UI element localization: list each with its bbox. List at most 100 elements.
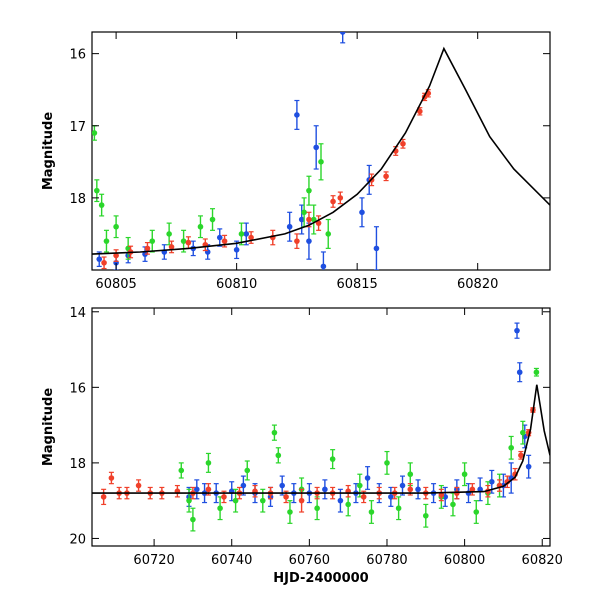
top-data-point: [306, 238, 312, 244]
top-panel: Magnitude 60805 60810 60815 60820 16 17 18: [41, 31, 551, 292]
top-plot-area: [92, 32, 550, 270]
bottom-xtick-label: 60780: [366, 553, 407, 568]
bottom-model-curve: [92, 384, 550, 494]
bottom-data-point: [283, 494, 289, 500]
top-data-point: [383, 173, 389, 180]
top-data-point: [313, 144, 319, 151]
top-xtick-label: 60810: [216, 277, 257, 292]
bottom-data-point: [217, 505, 223, 512]
bottom-data-point: [345, 501, 351, 508]
bottom-xtick-label: 60800: [444, 553, 485, 568]
top-data-point: [238, 231, 245, 237]
top-data-point: [185, 239, 192, 246]
bottom-data-point: [395, 505, 402, 512]
bottom-data-point: [108, 475, 115, 481]
top-data-point: [320, 263, 327, 270]
bottom-data-point: [205, 486, 212, 493]
top-data-point: [294, 112, 300, 118]
top-data-point: [221, 238, 228, 244]
top-ytick-label: 17: [69, 120, 86, 135]
top-data-point: [417, 108, 423, 115]
bottom-plot-area: [92, 322, 550, 532]
bottom-panel: Magnitude HJD-2400000 60720 60740 60760 607…: [41, 306, 563, 586]
bottom-data-point: [298, 497, 305, 504]
top-data-point: [318, 159, 324, 165]
bottom-data-point: [422, 512, 429, 519]
bottom-data-point: [279, 482, 285, 489]
bottom-data-point: [473, 509, 480, 515]
top-data-point: [337, 195, 344, 201]
top-ytick-label: 16: [69, 48, 86, 63]
bottom-data-point: [508, 444, 514, 451]
top-data-point: [294, 238, 300, 244]
bottom-xtick-label: 60720: [133, 553, 174, 568]
bottom-panel-frame: [91, 307, 551, 547]
bottom-data-point: [360, 494, 367, 500]
top-data-point: [400, 140, 406, 147]
top-data-point: [197, 223, 204, 230]
bottom-data-point: [287, 509, 293, 515]
bottom-ytick-label: 16: [69, 381, 86, 396]
top-data-point: [359, 209, 365, 216]
bottom-data-point: [469, 486, 476, 493]
bottom-data-point: [259, 497, 266, 504]
top-data-point: [248, 234, 254, 241]
bottom-data-point: [364, 475, 371, 481]
bottom-ytick-label: 18: [69, 457, 86, 472]
top-data-point: [339, 32, 346, 35]
bottom-data-point: [314, 505, 320, 512]
top-data-point: [94, 187, 100, 194]
bottom-data-point: [520, 429, 526, 436]
bottom-data-point: [514, 327, 520, 334]
bottom-data-point: [407, 471, 414, 478]
bottom-data-point: [322, 486, 328, 493]
top-panel-ylabel: Magnitude: [41, 112, 56, 191]
bottom-data-point: [415, 486, 421, 493]
bottom-data-point: [271, 429, 278, 436]
top-xtick-label: 60805: [95, 277, 136, 292]
bottom-data-point: [516, 369, 523, 376]
top-panel-frame: [91, 31, 551, 271]
bottom-data-point: [337, 497, 344, 504]
top-data-point: [306, 216, 312, 223]
top-data-point: [166, 231, 172, 237]
bottom-data-point: [135, 482, 142, 489]
bottom-data-point: [368, 509, 375, 515]
top-data-point: [298, 216, 305, 223]
top-data-point: [209, 216, 216, 223]
bottom-panel-xlabel: HJD-2400000: [273, 571, 368, 586]
bottom-data-point: [275, 452, 282, 459]
top-data-point: [103, 238, 110, 244]
top-ytick-label: 18: [69, 192, 86, 207]
top-xtick-label: 60820: [457, 277, 498, 292]
top-data-point: [92, 130, 98, 136]
top-data-point: [233, 247, 240, 253]
bottom-data-point: [329, 456, 336, 462]
bottom-data-point: [178, 467, 185, 474]
bottom-ytick-label: 14: [69, 306, 86, 321]
top-data-point: [216, 234, 223, 241]
top-data-point: [306, 187, 312, 194]
top-data-point: [168, 244, 175, 250]
top-model-curve: [92, 46, 550, 255]
top-data-point: [149, 238, 156, 244]
top-data-point: [113, 252, 119, 259]
top-data-point: [330, 198, 336, 205]
bottom-data-point: [438, 492, 445, 498]
top-data-point: [286, 223, 293, 230]
top-data-point: [325, 231, 332, 237]
bottom-data-point: [461, 471, 468, 478]
bottom-data-point: [399, 482, 406, 489]
bottom-data-point: [488, 478, 495, 485]
bottom-xtick-label: 60760: [289, 553, 330, 568]
bottom-data-point: [477, 486, 483, 493]
bottom-data-point: [525, 463, 532, 470]
bottom-xtick-label: 60820: [522, 553, 563, 568]
bottom-panel-ylabel: Magnitude: [41, 388, 56, 467]
bottom-data-point: [450, 501, 456, 508]
top-data-point: [310, 216, 317, 223]
bottom-data-point: [357, 482, 363, 489]
bottom-ytick-label: 20: [69, 532, 86, 547]
top-data-point: [101, 259, 107, 266]
